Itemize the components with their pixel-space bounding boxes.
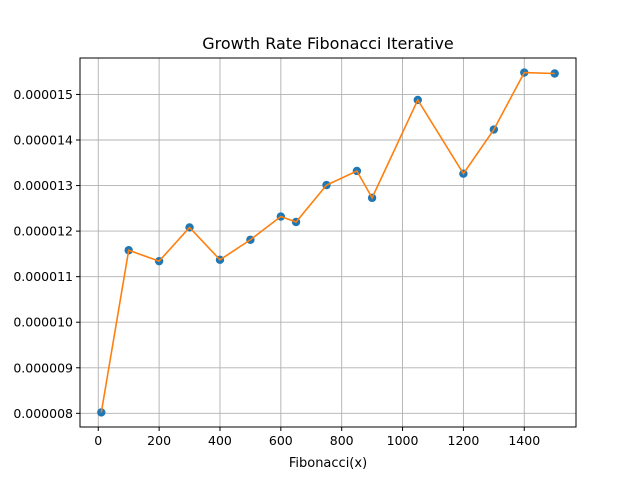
- y-tick-label: 0.000015: [13, 87, 73, 102]
- x-axis-label: Fibonacci(x): [289, 456, 367, 471]
- x-tick-label: 400: [208, 433, 232, 448]
- x-tick-label: 1400: [508, 433, 540, 448]
- x-tick-label: 1000: [387, 433, 419, 448]
- y-axis: 0.000008 0.000009 0.000010 0.000011 0.000012…: [13, 87, 80, 421]
- y-tick-label: 0.000009: [13, 360, 73, 375]
- y-tick-label: 0.000014: [13, 133, 73, 148]
- y-tick-label: 0.000008: [13, 406, 73, 421]
- y-tick-label: 0.000012: [13, 224, 73, 239]
- x-tick-label: 200: [147, 433, 171, 448]
- series-line: [100, 71, 555, 413]
- x-axis: 0 200 400 600 800 1000 1200 1400: [94, 427, 540, 448]
- x-tick-label: 600: [269, 433, 293, 448]
- x-tick-label: 0: [94, 433, 102, 448]
- x-tick-label: 800: [330, 433, 354, 448]
- plot-frame: [79, 57, 577, 428]
- chart-title: Growth Rate Fibonacci Iterative: [202, 34, 454, 53]
- x-tick-label: 1200: [448, 433, 480, 448]
- y-tick-label: 0.000011: [13, 269, 73, 284]
- y-tick-label: 0.000010: [13, 315, 73, 330]
- series-layer: [97, 68, 559, 417]
- y-tick-label: 0.000013: [13, 178, 73, 193]
